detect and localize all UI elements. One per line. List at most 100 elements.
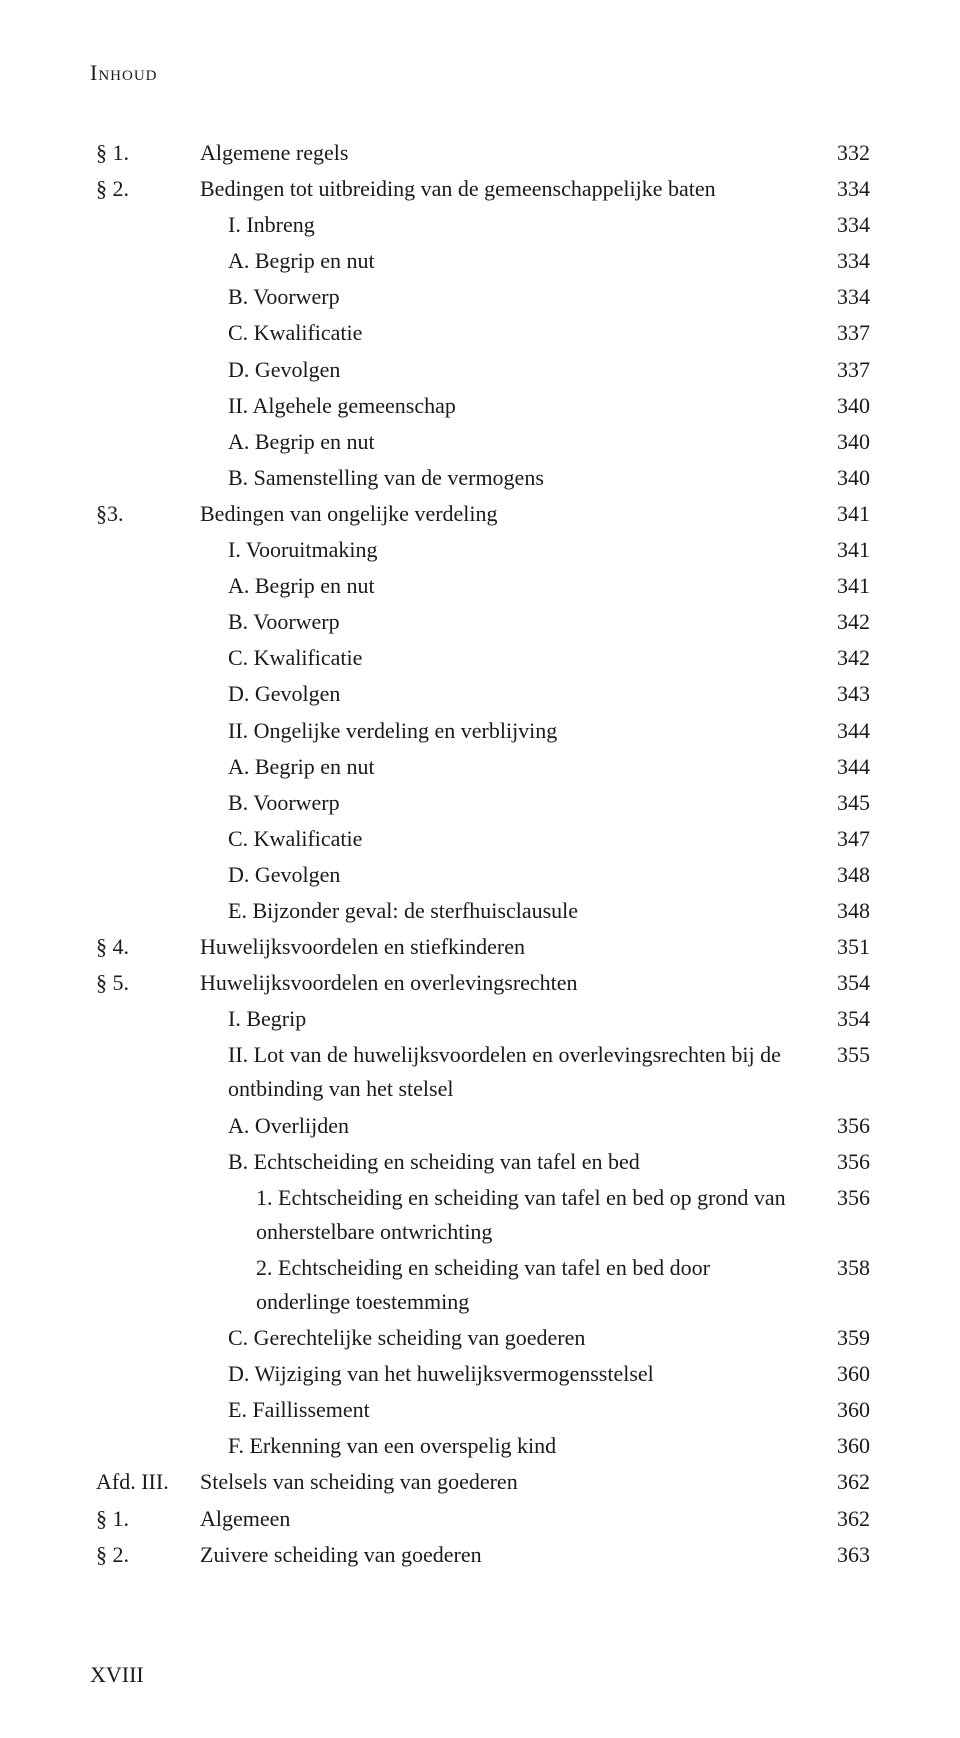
toc-entry: 2. Echtscheiding en scheiding van tafel … (90, 1251, 870, 1319)
toc-entry: I. Begrip354 (90, 1002, 870, 1036)
toc-entry: I. Vooruitmaking341 (90, 533, 870, 567)
toc-text: I. Begrip (200, 1002, 815, 1036)
toc-entry: A. Begrip en nut341 (90, 569, 870, 603)
toc-page: 332 (815, 136, 870, 170)
toc-text: Bedingen tot uitbreiding van de gemeensc… (200, 172, 815, 206)
toc-text: F. Erkenning van een overspelig kind (200, 1429, 815, 1463)
toc-page: 347 (815, 822, 870, 856)
toc-entry: D. Wijziging van het huwelijksvermogenss… (90, 1357, 870, 1391)
toc-page: 360 (815, 1357, 870, 1391)
toc-text: B. Voorwerp (200, 605, 815, 639)
toc-page: 342 (815, 641, 870, 675)
toc-page: 344 (815, 750, 870, 784)
toc-entry: A. Overlijden356 (90, 1109, 870, 1143)
toc-page: 341 (815, 497, 870, 531)
toc-entry: D. Gevolgen348 (90, 858, 870, 892)
toc-text: A. Begrip en nut (200, 569, 815, 603)
toc-text: C. Kwalificatie (200, 641, 815, 675)
toc-text: Huwelijksvoordelen en overlevingsrechten (200, 966, 815, 1000)
toc-page: 358 (815, 1251, 870, 1285)
toc-entry: A. Begrip en nut334 (90, 244, 870, 278)
toc-page: 337 (815, 316, 870, 350)
toc-entry: § 1.Algemeen362 (90, 1502, 870, 1536)
toc-entry: B. Voorwerp334 (90, 280, 870, 314)
page-number: XVIII (90, 1662, 144, 1688)
toc-entry: E. Bijzonder geval: de sterfhuisclausule… (90, 894, 870, 928)
toc-page: 344 (815, 714, 870, 748)
toc-text: B. Samenstelling van de vermogens (200, 461, 815, 495)
toc-marker: § 2. (90, 172, 200, 206)
toc-marker: § 5. (90, 966, 200, 1000)
toc-text: A. Overlijden (200, 1109, 815, 1143)
toc-page: 340 (815, 389, 870, 423)
toc-page: 343 (815, 677, 870, 711)
toc-text: I. Vooruitmaking (200, 533, 815, 567)
toc-entry: B. Echtscheiding en scheiding van tafel … (90, 1145, 870, 1179)
toc-page: 334 (815, 172, 870, 206)
toc-text: Bedingen van ongelijke verdeling (200, 497, 815, 531)
toc-page: 360 (815, 1429, 870, 1463)
toc-text: A. Begrip en nut (200, 244, 815, 278)
toc-page: 354 (815, 966, 870, 1000)
toc-marker: § 1. (90, 1502, 200, 1536)
toc-entry: A. Begrip en nut344 (90, 750, 870, 784)
toc-page: 362 (815, 1502, 870, 1536)
toc-entry: Afd. III.Stelsels van scheiding van goed… (90, 1465, 870, 1499)
toc-entry: C. Kwalificatie342 (90, 641, 870, 675)
toc-page: 356 (815, 1181, 870, 1215)
toc-entry: § 2.Zuivere scheiding van goederen363 (90, 1538, 870, 1572)
toc-entry: 1. Echtscheiding en scheiding van tafel … (90, 1181, 870, 1249)
toc-page: 356 (815, 1145, 870, 1179)
toc-text: II. Algehele gemeenschap (200, 389, 815, 423)
toc-page: 354 (815, 1002, 870, 1036)
toc-entry: B. Voorwerp342 (90, 605, 870, 639)
toc-text: B. Echtscheiding en scheiding van tafel … (200, 1145, 815, 1179)
toc-entry: § 2.Bedingen tot uitbreiding van de geme… (90, 172, 870, 206)
toc-text: A. Begrip en nut (200, 750, 815, 784)
toc-text: D. Gevolgen (200, 858, 815, 892)
toc-text: C. Kwalificatie (200, 316, 815, 350)
page-header: Inhoud (90, 60, 870, 86)
toc-entry: § 4.Huwelijksvoordelen en stiefkinderen3… (90, 930, 870, 964)
toc-page: 363 (815, 1538, 870, 1572)
toc-text: II. Lot van de huwelijksvoordelen en ove… (200, 1038, 815, 1106)
toc-page: 337 (815, 353, 870, 387)
toc-entry: § 1.Algemene regels332 (90, 136, 870, 170)
toc-entry: D. Gevolgen343 (90, 677, 870, 711)
toc-entry: II. Ongelijke verdeling en verblijving34… (90, 714, 870, 748)
toc-page: 360 (815, 1393, 870, 1427)
toc-entry: § 5.Huwelijksvoordelen en overlevingsrec… (90, 966, 870, 1000)
toc-text: D. Wijziging van het huwelijksvermogenss… (200, 1357, 815, 1391)
toc-entry: II. Lot van de huwelijksvoordelen en ove… (90, 1038, 870, 1106)
toc-page: 334 (815, 208, 870, 242)
toc-text: Zuivere scheiding van goederen (200, 1538, 815, 1572)
toc-entry: E. Faillissement360 (90, 1393, 870, 1427)
toc-page: 341 (815, 533, 870, 567)
toc-text: A. Begrip en nut (200, 425, 815, 459)
toc-text: Algemeen (200, 1502, 815, 1536)
toc-marker: §3. (90, 497, 200, 531)
toc-text: Stelsels van scheiding van goederen (200, 1465, 815, 1499)
toc-text: Huwelijksvoordelen en stiefkinderen (200, 930, 815, 964)
toc-page: 362 (815, 1465, 870, 1499)
toc-text: 2. Echtscheiding en scheiding van tafel … (200, 1251, 815, 1319)
toc-marker: § 2. (90, 1538, 200, 1572)
toc-text: E. Faillissement (200, 1393, 815, 1427)
toc-entry: C. Kwalificatie337 (90, 316, 870, 350)
toc-page: 351 (815, 930, 870, 964)
toc-text: Algemene regels (200, 136, 815, 170)
toc-text: B. Voorwerp (200, 786, 815, 820)
toc-entry: A. Begrip en nut340 (90, 425, 870, 459)
toc-page: 345 (815, 786, 870, 820)
toc-text: B. Voorwerp (200, 280, 815, 314)
toc-text: 1. Echtscheiding en scheiding van tafel … (200, 1181, 815, 1249)
toc-marker: § 1. (90, 136, 200, 170)
toc-text: II. Ongelijke verdeling en verblijving (200, 714, 815, 748)
toc-entry: B. Samenstelling van de vermogens340 (90, 461, 870, 495)
toc-text: C. Gerechtelijke scheiding van goederen (200, 1321, 815, 1355)
toc-entry: II. Algehele gemeenschap340 (90, 389, 870, 423)
toc-entry: B. Voorwerp345 (90, 786, 870, 820)
toc-entry: D. Gevolgen337 (90, 353, 870, 387)
toc-page: 359 (815, 1321, 870, 1355)
toc-page: 341 (815, 569, 870, 603)
